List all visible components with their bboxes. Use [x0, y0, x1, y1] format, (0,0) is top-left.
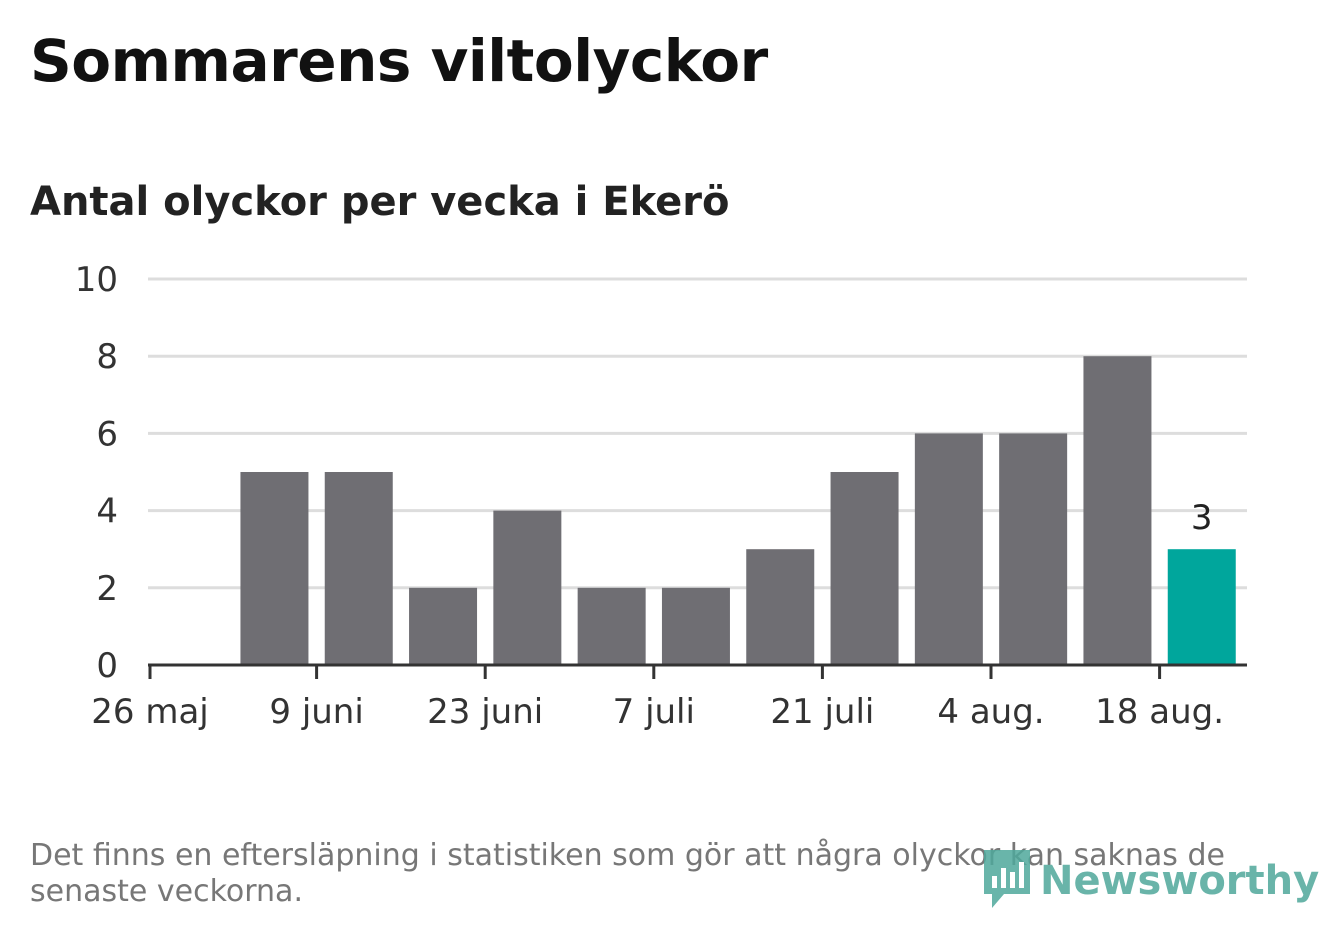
bar — [324, 472, 393, 665]
bar — [409, 587, 478, 665]
bar — [746, 549, 815, 665]
bar — [493, 510, 562, 665]
x-tick-label: 4 aug. — [937, 692, 1044, 732]
chart-subtitle: Antal olyckor per vecka i Ekerö — [30, 179, 730, 225]
y-tick-label: 10 — [75, 260, 118, 300]
y-tick-label: 8 — [96, 337, 118, 377]
x-tick-label: 23 juni — [427, 692, 543, 732]
bar — [661, 587, 730, 665]
x-tick-label: 7 juli — [613, 692, 695, 732]
newsworthy-icon — [982, 848, 1032, 914]
y-tick-label: 4 — [96, 492, 118, 532]
data-label: 3 — [1191, 498, 1213, 538]
bar — [1083, 356, 1152, 665]
bar — [999, 433, 1068, 665]
x-tick-label: 26 maj — [91, 692, 208, 732]
brand-name: Newsworthy — [1040, 858, 1320, 904]
bar — [577, 587, 646, 665]
y-tick-label: 2 — [96, 569, 118, 609]
y-tick-label: 0 — [96, 646, 118, 686]
bar — [830, 472, 899, 665]
bar-highlight — [1167, 549, 1236, 665]
bar — [914, 433, 983, 665]
y-tick-label: 6 — [96, 414, 118, 454]
bar-chart: 0 2 4 6 8 10 3 26 maj 9 juni 23 juni 7 juli 21 juli… — [75, 260, 1247, 732]
bar — [240, 472, 309, 665]
chart-title: Sommarens viltolyckor — [30, 27, 768, 95]
x-tick-label: 9 juni — [269, 692, 363, 732]
x-tick-label: 21 juli — [770, 692, 874, 732]
brand-logo: Newsworthy — [982, 848, 1319, 914]
x-tick-label: 18 aug. — [1095, 692, 1224, 732]
